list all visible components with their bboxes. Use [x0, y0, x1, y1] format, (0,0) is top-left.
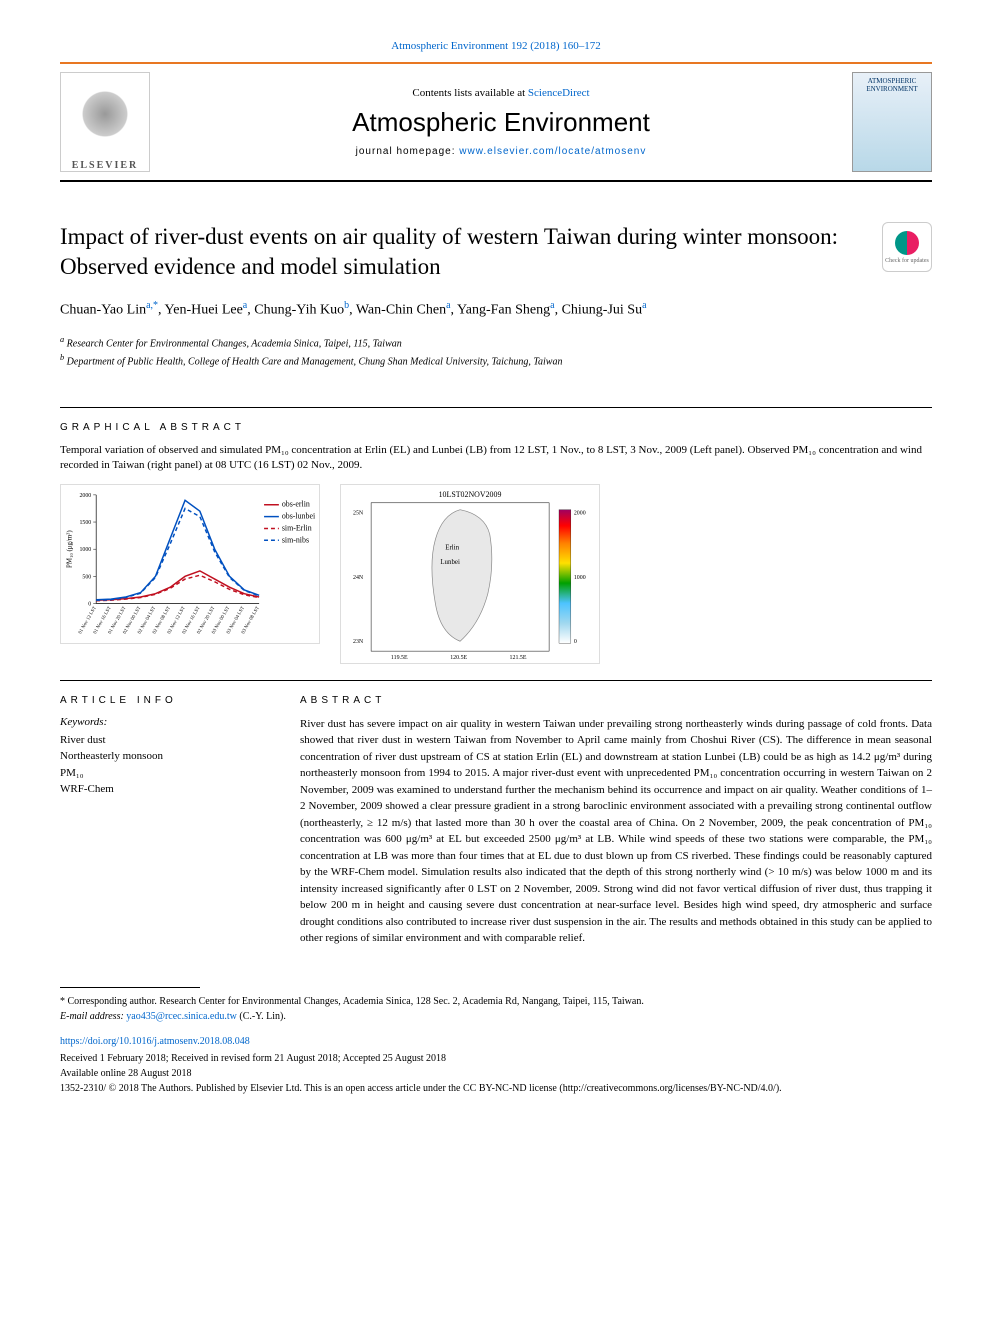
journal-issue-link[interactable]: Atmospheric Environment 192 (2018) 160–1… [391, 40, 601, 52]
publication-info: Received 1 February 2018; Received in re… [60, 1051, 932, 1096]
doi-link-line: https://doi.org/10.1016/j.atmosenv.2018.… [60, 1036, 932, 1047]
author: Chiung-Jui Su [562, 302, 643, 317]
doi-link[interactable]: https://doi.org/10.1016/j.atmosenv.2018.… [60, 1036, 250, 1047]
received-dates: Received 1 February 2018; Received in re… [60, 1051, 932, 1066]
divider [60, 680, 932, 681]
affil-mark: a [550, 300, 554, 311]
article-info-label: ARTICLE INFO [60, 695, 260, 706]
svg-text:PM₁₀ (μg/m³): PM₁₀ (μg/m³) [67, 530, 74, 568]
abstract-label: ABSTRACT [300, 695, 932, 706]
svg-text:1500: 1500 [79, 520, 91, 526]
keyword: WRF-Chem [60, 781, 260, 798]
timeseries-svg: 050010001500200001 Nov 12 LST01 Nov 16 L… [61, 485, 319, 643]
elsevier-logo: ELSEVIER [60, 72, 150, 172]
author-list: Chuan-Yao Lina,*, Yen-Huei Leea, Chung-Y… [60, 298, 862, 321]
footnote-divider [60, 987, 200, 988]
ga-right-map: 10LST02NOV2009 Erlin Lunbei 2000 [340, 484, 600, 664]
station-label-lunbei: Lunbei [440, 559, 460, 566]
copyright-line: 1352-2310/ © 2018 The Authors. Published… [60, 1081, 932, 1096]
online-date: Available online 28 August 2018 [60, 1066, 932, 1081]
svg-text:obs-lunbei: obs-lunbei [282, 511, 316, 520]
elsevier-tree-icon [70, 86, 140, 156]
check-updates-icon [895, 231, 919, 255]
journal-name: Atmospheric Environment [170, 107, 832, 138]
keyword: PM₁₀ [60, 765, 260, 782]
affil-mark: a [446, 300, 450, 311]
svg-text:24N: 24N [353, 575, 364, 581]
affil-mark: b [344, 300, 349, 311]
masthead-center: Contents lists available at ScienceDirec… [170, 87, 832, 157]
author: Chuan-Yao Lin [60, 302, 146, 317]
corresponding-author-footnote: * Corresponding author. Research Center … [60, 994, 932, 1024]
svg-text:119.5E: 119.5E [391, 655, 408, 661]
graphical-abstract-label: GRAPHICAL ABSTRACT [60, 422, 932, 433]
svg-text:0: 0 [88, 601, 91, 607]
contents-line: Contents lists available at ScienceDirec… [170, 87, 832, 99]
author: Yen-Huei Lee [165, 302, 243, 317]
affil-mark: a,* [146, 300, 158, 311]
article-title: Impact of river-dust events on air quali… [60, 222, 862, 282]
colorbar-max: 2000 [574, 511, 586, 517]
homepage-line: journal homepage: www.elsevier.com/locat… [170, 146, 832, 157]
svg-text:500: 500 [82, 574, 91, 580]
station-label-erlin: Erlin [445, 544, 459, 551]
keyword: River dust [60, 732, 260, 749]
abstract-text: River dust has severe impact on air qual… [300, 716, 932, 947]
svg-text:1000: 1000 [79, 547, 91, 553]
elsevier-label: ELSEVIER [72, 160, 139, 171]
map-title: 10LST02NOV2009 [439, 490, 502, 499]
journal-issue-ref: Atmospheric Environment 192 (2018) 160–1… [60, 40, 932, 52]
keywords-list: River dust Northeasterly monsoon PM₁₀ WR… [60, 732, 260, 798]
map-svg: 10LST02NOV2009 Erlin Lunbei 2000 [341, 485, 599, 663]
affiliations: a Research Center for Environmental Chan… [60, 334, 862, 369]
sciencedirect-link[interactable]: ScienceDirect [528, 87, 590, 99]
svg-text:2000: 2000 [79, 493, 91, 499]
affiliation-a: a Research Center for Environmental Chan… [60, 334, 862, 351]
author: Yang-Fan Sheng [457, 302, 550, 317]
colorbar [559, 510, 571, 644]
affiliation-b: b Department of Public Health, College o… [60, 352, 862, 369]
colorbar-mid: 1000 [574, 575, 586, 581]
journal-homepage-link[interactable]: www.elsevier.com/locate/atmosenv [459, 146, 646, 157]
svg-text:121.5E: 121.5E [510, 655, 527, 661]
svg-text:25N: 25N [353, 511, 364, 517]
check-updates-badge[interactable]: Check for updates [882, 222, 932, 272]
ga-left-timeseries-chart: 050010001500200001 Nov 12 LST01 Nov 16 L… [60, 484, 320, 644]
journal-cover-thumbnail: ATMOSPHERIC ENVIRONMENT [852, 72, 932, 172]
graphical-abstract-figures: 050010001500200001 Nov 12 LST01 Nov 16 L… [60, 484, 932, 664]
keywords-heading: Keywords: [60, 716, 260, 728]
affil-mark: a [243, 300, 247, 311]
svg-text:120.5E: 120.5E [450, 655, 467, 661]
svg-text:sim-nibs: sim-nibs [282, 535, 309, 544]
svg-text:obs-erlin: obs-erlin [282, 500, 310, 509]
svg-text:sim-Erlin: sim-Erlin [282, 523, 312, 532]
affil-mark: a [642, 300, 646, 311]
taiwan-outline [432, 510, 492, 642]
masthead: ELSEVIER Contents lists available at Sci… [60, 62, 932, 182]
corresponding-email-link[interactable]: yao435@rcec.sinica.edu.tw [126, 1011, 237, 1022]
divider [60, 407, 932, 408]
author: Chung-Yih Kuo [254, 302, 344, 317]
keyword: Northeasterly monsoon [60, 748, 260, 765]
colorbar-min: 0 [574, 639, 577, 645]
author: Wan-Chin Chen [356, 302, 446, 317]
graphical-abstract-caption: Temporal variation of observed and simul… [60, 443, 932, 474]
svg-text:23N: 23N [353, 639, 364, 645]
